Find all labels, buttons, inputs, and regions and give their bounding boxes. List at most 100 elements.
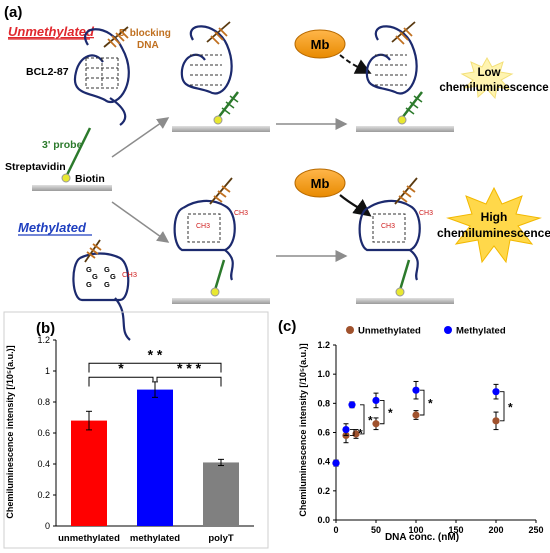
biotin-label: Biotin <box>75 173 105 185</box>
scatter-x-tick-label: 200 <box>488 525 503 535</box>
point-methylated <box>412 386 420 394</box>
probe-strand-left <box>64 127 92 178</box>
svg-text:G: G <box>86 265 92 274</box>
bar-category-label: polyT <box>208 533 234 544</box>
high-burst: High chemiluminescence <box>437 186 550 264</box>
bar-polyT <box>203 462 239 526</box>
scatter-bracket <box>500 391 505 422</box>
legend-label-unmethylated: Unmethylated <box>358 326 421 337</box>
scatter-x-tick-label: 0 <box>333 525 338 535</box>
scatter-star: * <box>428 397 433 411</box>
scatter-star: * <box>368 413 373 427</box>
bar-chart: 0 0.2 0.4 0.6 0.8 1 1.2 unmethylated methylated p… <box>37 335 254 544</box>
svg-text:CH3: CH3 <box>196 223 210 230</box>
scatter-chart-ylabel: Chemiluminescence intensity [/10⁵(a.u.)] <box>298 343 308 516</box>
scatter-star: * <box>508 400 513 414</box>
svg-text:G: G <box>86 280 92 289</box>
bar-category-label: methylated <box>130 533 180 544</box>
svg-text:Mb: Mb <box>311 37 330 52</box>
mb-bottom: Mb <box>294 168 372 217</box>
bracket-unmeth-meth-stars: * <box>118 360 124 376</box>
svg-text:CH3: CH3 <box>419 210 433 217</box>
scatter-bracket <box>420 389 425 416</box>
scatter-x-tick-label: 150 <box>448 525 463 535</box>
surface-left <box>32 185 112 191</box>
scatter-chart: 0.0 0.2 0.4 0.6 0.8 1.0 1.2 0 50 100 150 200 250 Unme… <box>317 326 543 536</box>
high-label-2: chemiluminescence <box>437 226 550 240</box>
complex-methylated-middle: CH3 CH3 <box>172 177 270 304</box>
svg-text:G: G <box>104 280 110 289</box>
scatter-x-tick-label: 250 <box>528 525 543 535</box>
unmethylated-title: Unmethylated <box>8 24 95 39</box>
point-methylated <box>342 425 350 434</box>
svg-text:CH3: CH3 <box>234 210 248 217</box>
probe-label: 3' probe <box>42 139 83 151</box>
bar-methylated <box>137 389 173 526</box>
low-label-2: chemiluminescence <box>439 82 548 94</box>
svg-text:G: G <box>104 265 110 274</box>
bcl2-label: BCL2-87 <box>26 66 69 78</box>
scatter-y-tick-label: 0.0 <box>317 515 330 525</box>
svg-text:G: G <box>92 272 98 281</box>
bar-y-tick-label: 0.2 <box>37 490 50 500</box>
scatter-y-tick-label: 0.8 <box>317 398 330 408</box>
scatter-x-tick-label: 50 <box>371 525 381 535</box>
arrow-to-methylated <box>111 201 170 243</box>
low-burst: Low chemiluminescence <box>439 56 549 100</box>
complex-methylated-right: CH3 CH3 <box>356 177 454 304</box>
g-quadruplex-unmethylated <box>73 28 130 126</box>
bar-y-tick-label: 1 <box>45 366 50 376</box>
scatter-bracket <box>380 399 385 425</box>
streptavidin-label: Streptavidin <box>5 161 66 173</box>
point-unmethylated <box>372 420 380 428</box>
scatter-y-tick-label: 0.4 <box>317 457 330 467</box>
scatter-bracket <box>360 404 365 435</box>
scatter-y-tick-label: 0.6 <box>317 428 330 438</box>
scatter-chart-xlabel: DNA conc. (nM) <box>385 532 459 543</box>
svg-text:Mb: Mb <box>311 176 330 191</box>
bracket-unmeth-polyt-stars: * * <box>148 346 163 362</box>
bar-chart-ylabel: Chemiluminescence intensity [/10⁵(a.u.)] <box>5 345 15 518</box>
scatter-y-tick-label: 1.2 <box>317 340 330 350</box>
bracket-meth-polyt-stars: * * * <box>177 360 202 376</box>
bar-y-tick-label: 0 <box>45 521 50 531</box>
blocking-dna-left <box>103 26 129 48</box>
svg-text:G: G <box>110 272 116 281</box>
complex-unmethylated-right <box>356 21 454 132</box>
bracket-unmeth-polyt <box>88 362 222 373</box>
point-methylated <box>348 401 356 409</box>
point-unmethylated <box>412 411 420 419</box>
high-label-1: High <box>481 210 508 224</box>
blocking-dna-label-2: DNA <box>137 40 159 51</box>
point-methylated <box>492 388 500 396</box>
bar-y-tick-label: 1.2 <box>37 335 50 345</box>
scatter-star: * <box>388 406 393 420</box>
panel-a: (a) Unmethylated Methylated BCL2-87 5' b… <box>4 4 550 341</box>
scatter-y-tick-label: 1.0 <box>317 369 330 379</box>
scatter-x-tick-label: 100 <box>408 525 423 535</box>
bracket-meth-polyt <box>156 376 222 387</box>
bar-y-tick-label: 0.4 <box>37 459 50 469</box>
complex-unmethylated-middle <box>172 21 270 132</box>
scatter-bracket <box>350 429 355 436</box>
legend-marker-unmethylated <box>346 326 354 334</box>
point-methylated <box>372 396 380 405</box>
arrow-to-unmethylated <box>111 117 170 158</box>
bar-category-label: unmethylated <box>58 533 120 544</box>
methylated-title: Methylated <box>18 220 87 235</box>
panel-c: (c) 0.0 0.2 0.4 0.6 0.8 1.0 1.2 0 50 100 150 200 250… <box>278 318 544 543</box>
panel-a-label: (a) <box>4 4 22 21</box>
panel-b-label: (b) <box>36 320 55 337</box>
panel-b-frame <box>3 311 269 549</box>
scatter-legend: Unmethylated Methylated <box>346 326 506 337</box>
scatter-y-tick-label: 0.2 <box>317 486 330 496</box>
point-unmethylated <box>492 417 500 425</box>
bar-y-tick-label: 0.8 <box>37 397 50 407</box>
bar-y-tick-label: 0.6 <box>37 428 50 438</box>
scatter-star: * <box>358 427 363 441</box>
legend-marker-methylated <box>444 326 452 334</box>
bar-unmethylated <box>71 420 107 526</box>
ch3-label-left: CH3 <box>122 270 137 279</box>
